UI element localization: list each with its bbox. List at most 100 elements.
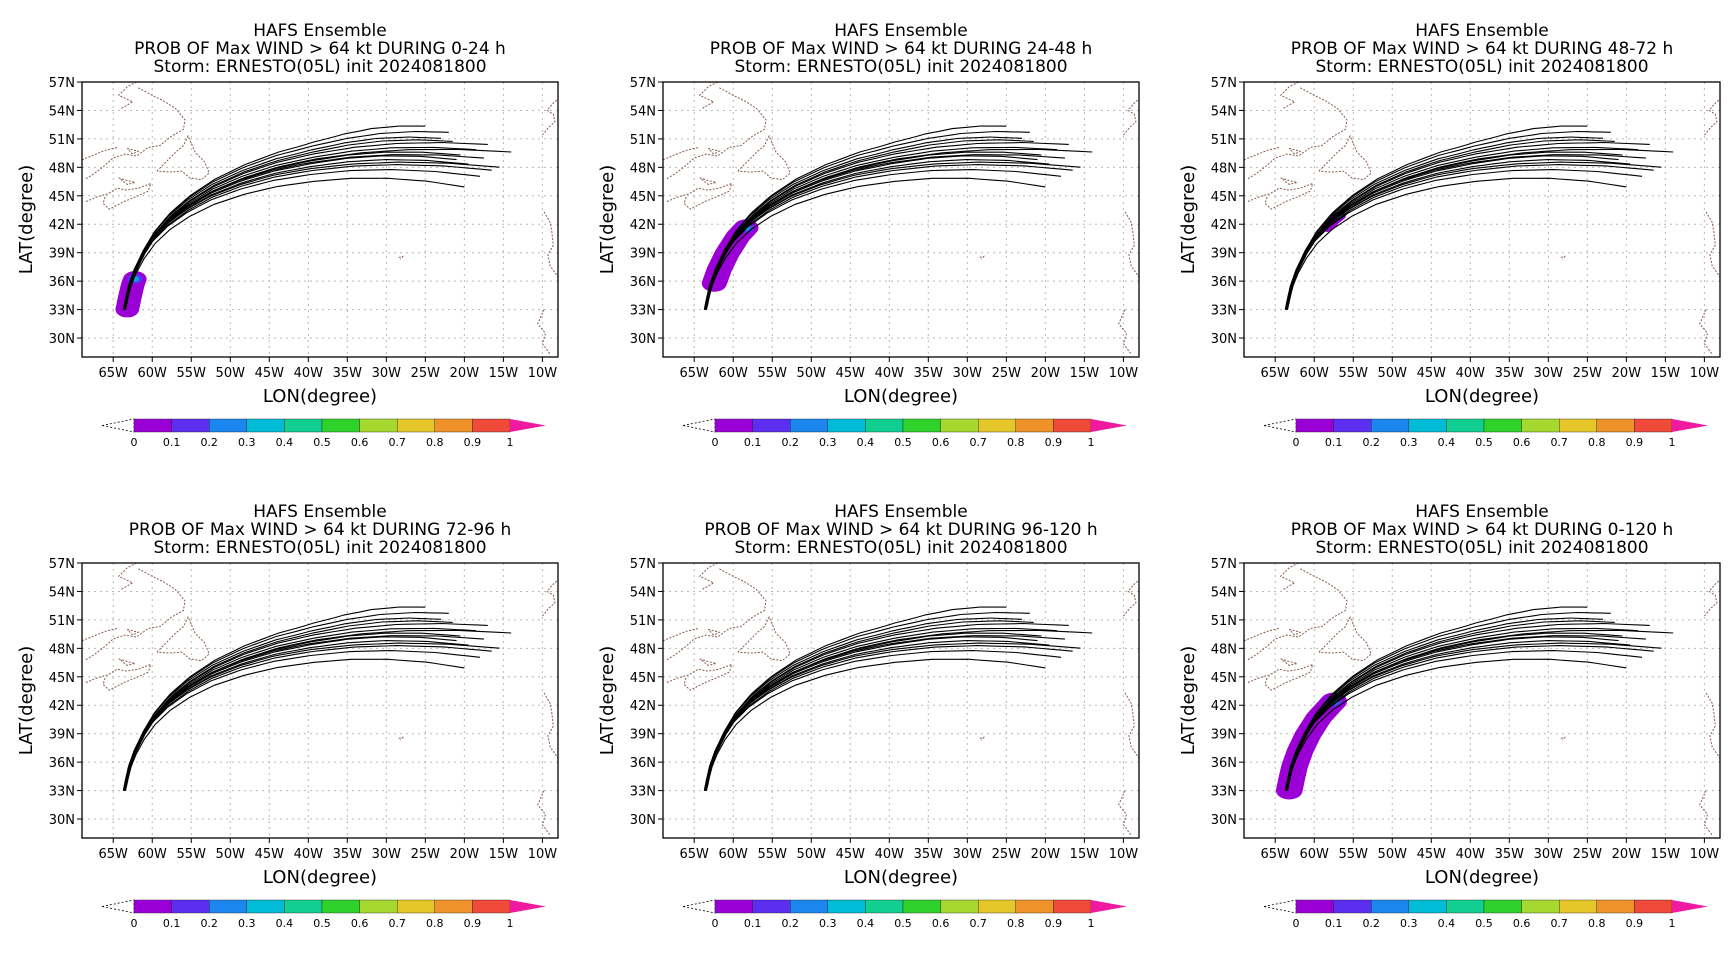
x-tick-label: 55W (1339, 847, 1369, 862)
colorbar-tick-label: 0 (712, 436, 719, 449)
y-tick-label: 51N (630, 133, 656, 148)
track-group (703, 606, 1093, 791)
y-tick-label: 45N (49, 671, 75, 686)
x-tick-label: 45W (836, 847, 866, 862)
ensemble-track (1285, 650, 1643, 791)
colorbar-tick-label: 0.5 (313, 917, 331, 930)
x-tick-label: 30W (372, 366, 402, 381)
colorbar-tick-label: 0 (1293, 917, 1300, 930)
colorbar-tick-label: 0.9 (464, 436, 482, 449)
ensemble-track (703, 154, 1065, 310)
colorbar-swatch (902, 899, 941, 914)
x-tick-label: 45W (255, 366, 285, 381)
colorbar-swatch (1370, 418, 1409, 433)
ensemble-track (1284, 161, 1662, 310)
y-tick-label: 39N (630, 728, 656, 743)
colorbar-under-triangle (1263, 418, 1297, 433)
colorbar: 0 0.1 0.2 0.3 0.4 0.5 0.6 0.7 0.8 0.9 1 (682, 899, 1127, 930)
colorbar-swatch (1483, 899, 1522, 914)
colorbar-swatch (902, 418, 941, 433)
coastline (542, 579, 558, 617)
colorbar-tick-label: 0.6 (932, 436, 950, 449)
colorbar-tick-label: 0.8 (1007, 917, 1025, 930)
y-tick-label: 57N (49, 76, 75, 91)
x-tick-label: 15W (1070, 847, 1100, 862)
ensemble-track (1286, 177, 1627, 310)
x-tick-label: 40W (875, 847, 905, 862)
x-tick-label: 40W (294, 847, 324, 862)
colorbar-swatch (978, 418, 1017, 433)
colorbar-tick-label: 0.5 (313, 436, 331, 449)
y-tick-label: 48N (630, 161, 656, 176)
y-tick-label: 48N (1211, 642, 1237, 657)
y-axis-label: LAT(degree) (597, 165, 618, 274)
colorbar-tick-label: 0 (131, 917, 138, 930)
colorbar-under-triangle (682, 418, 716, 433)
colorbar-swatch (321, 418, 360, 433)
colorbar-swatch (1558, 899, 1597, 914)
colorbar-tick-label: 0.2 (1362, 917, 1380, 930)
colorbar-swatch (1408, 899, 1447, 914)
colorbar-swatch (978, 899, 1017, 914)
y-tick-label: 57N (630, 557, 656, 572)
x-tick-label: 60W (719, 366, 749, 381)
map-grid (663, 81, 1139, 357)
y-tick-label: 30N (49, 332, 75, 347)
colorbar-swatch (1053, 418, 1092, 433)
y-tick-label: 39N (630, 247, 656, 262)
ensemble-track (704, 169, 1062, 310)
colorbar-swatch (434, 418, 473, 433)
map-grid (1244, 562, 1720, 838)
colorbar-tick-label: 0.2 (200, 436, 218, 449)
x-tick-label: 10W (1690, 366, 1720, 381)
y-tick-label: 54N (630, 585, 656, 600)
colorbar-tick-label: 0.2 (1362, 436, 1380, 449)
colorbar-over-triangle (510, 419, 546, 432)
coastline (118, 658, 136, 666)
coastline (82, 146, 118, 161)
colorbar-swatch (1333, 899, 1372, 914)
colorbar-tick-label: 1 (1088, 917, 1095, 930)
colorbar-tick-label: 0.5 (894, 436, 912, 449)
x-tick-label: 20W (450, 366, 480, 381)
x-tick-label: 35W (1495, 847, 1525, 862)
x-tick-label: 35W (1495, 366, 1525, 381)
y-tick-label: 36N (630, 756, 656, 771)
x-tick-label: 60W (1300, 847, 1330, 862)
colorbar-swatch (865, 899, 904, 914)
coastline (1124, 211, 1139, 278)
colorbar-tick-label: 0.8 (1007, 436, 1025, 449)
ensemble-track (1286, 606, 1588, 791)
colorbar-tick-label: 1 (1669, 436, 1676, 449)
y-tick-label: 54N (49, 104, 75, 119)
probability-swath (115, 271, 147, 318)
x-axis-label: LON(degree) (263, 386, 377, 407)
coastline (699, 177, 717, 185)
colorbar-swatch (752, 899, 791, 914)
y-tick-label: 48N (1211, 161, 1237, 176)
x-tick-label: 25W (1573, 847, 1603, 862)
colorbar-swatch (133, 418, 172, 433)
panel-title: HAFS Ensemble (834, 21, 967, 41)
colorbar-tick-label: 0.6 (351, 917, 369, 930)
y-tick-label: 51N (1211, 614, 1237, 629)
x-tick-label: 25W (992, 366, 1022, 381)
ensemble-track (124, 658, 465, 791)
colorbar-swatch (284, 418, 323, 433)
y-tick-label: 39N (49, 247, 75, 262)
x-tick-label: 45W (1417, 847, 1447, 862)
colorbar-tick-label: 0.3 (1400, 917, 1418, 930)
x-tick-label: 55W (758, 847, 788, 862)
panel-subtitle: PROB OF Max WIND > 64 kt DURING 0-24 h (134, 39, 506, 59)
colorbar-under-triangle (1263, 899, 1297, 914)
colorbar-swatch (246, 418, 285, 433)
coastline (663, 627, 699, 642)
y-tick-label: 42N (630, 218, 656, 233)
ensemble-track (704, 636, 1038, 791)
x-tick-label: 65W (1261, 366, 1291, 381)
x-tick-label: 40W (1456, 366, 1486, 381)
map-grid (663, 562, 1139, 838)
x-tick-label: 35W (914, 847, 944, 862)
